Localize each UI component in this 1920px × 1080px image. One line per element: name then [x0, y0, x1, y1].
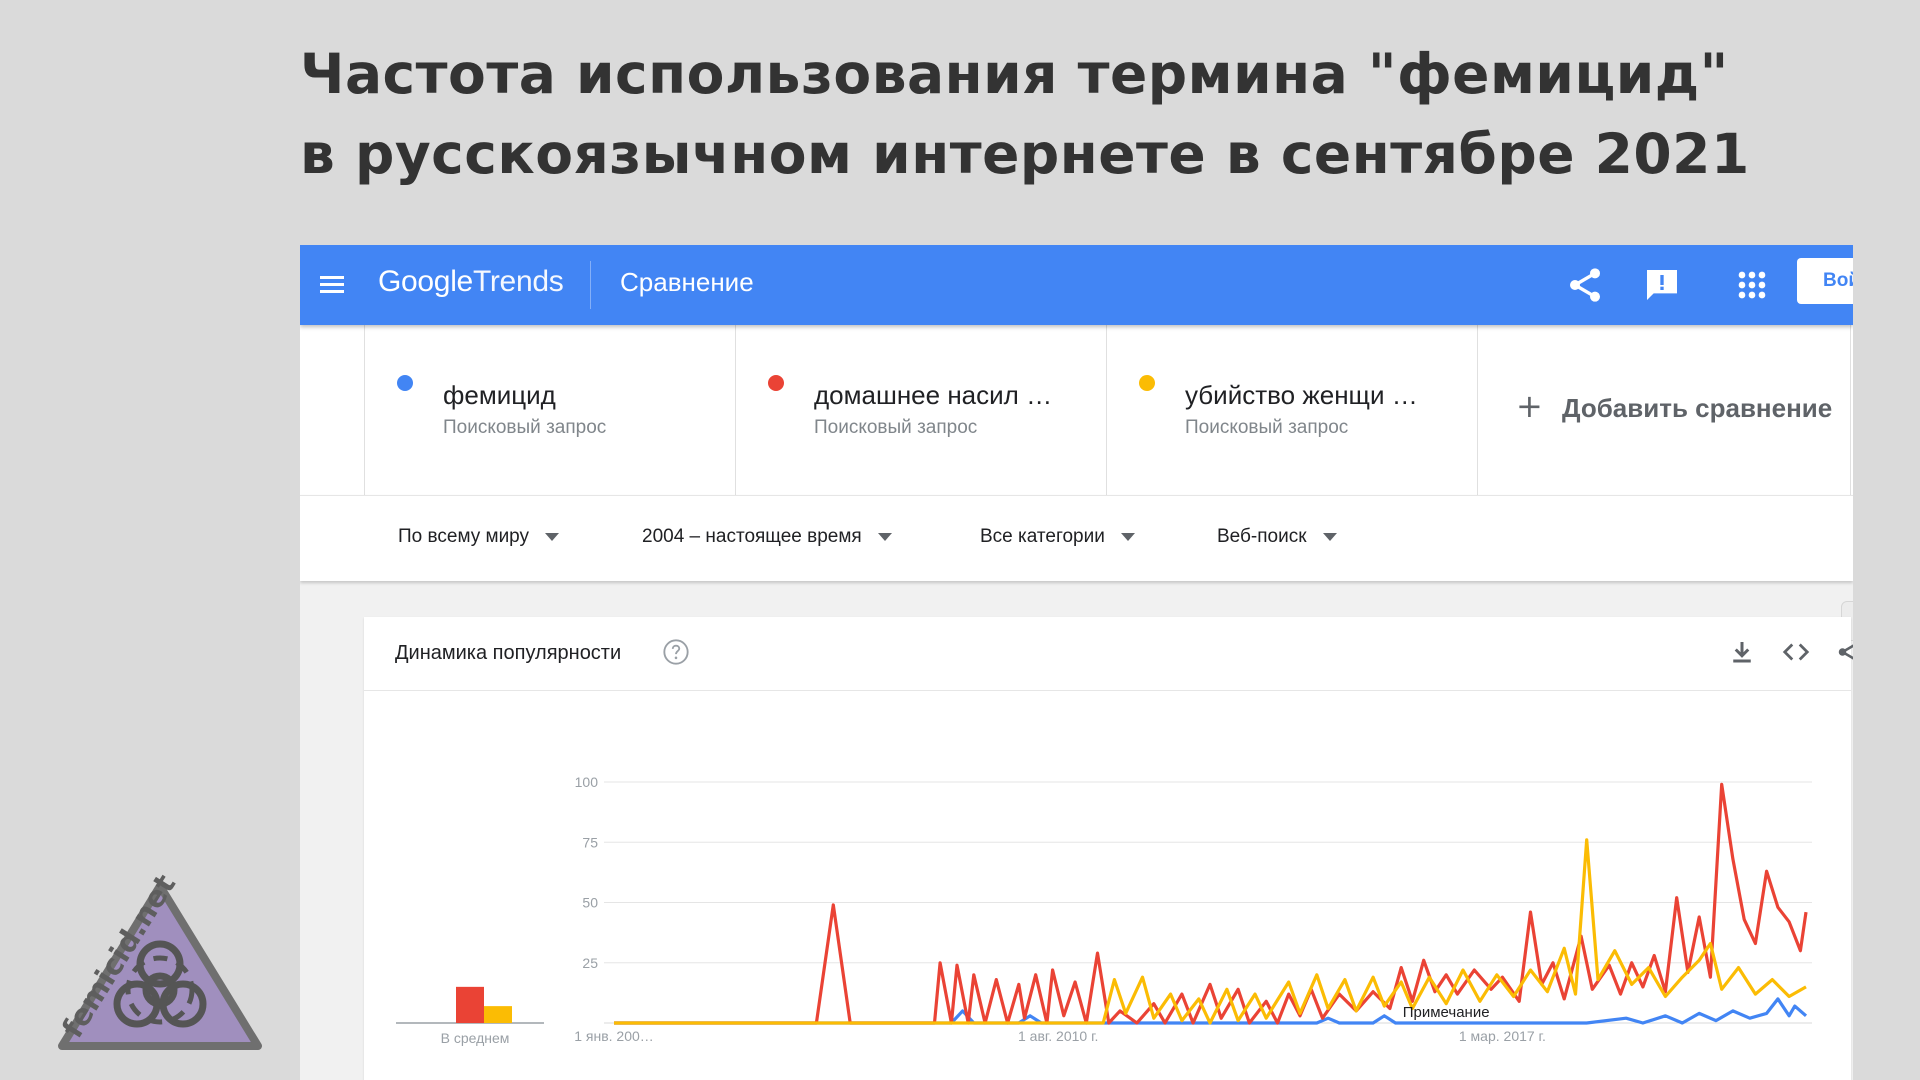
term-type: Поисковый запрос [814, 417, 978, 438]
menu-icon[interactable] [314, 267, 350, 303]
x-tick-label: 1 авг. 2010 г. [1018, 1028, 1098, 1044]
term-color-dot [1139, 375, 1155, 391]
filter-bar: По всему миру 2004 – настоящее время Все… [300, 495, 1853, 581]
feedback-icon[interactable] [1642, 265, 1682, 305]
average-label: В среднем [441, 1030, 510, 1046]
term-name: убийство женщи … [1185, 380, 1418, 410]
apps-icon[interactable] [1732, 265, 1772, 305]
interest-chart: 25 50 75 100 1 янв. 200… 1 авг. 2010 г. 1 мар.… [396, 774, 1812, 1046]
region-select[interactable]: По всему миру [398, 526, 560, 548]
term-type: Поисковый запрос [443, 417, 607, 438]
caret-down-icon [1120, 532, 1135, 541]
add-comparison-button[interactable]: + Добавить сравнение [1477, 325, 1851, 495]
series-line [614, 838, 1807, 1025]
badge-triangle [58, 882, 262, 1050]
term-color-dot [768, 375, 784, 391]
caret-down-icon [1322, 532, 1337, 541]
term-type: Поисковый запрос [1185, 417, 1349, 438]
comparison-terms-bar: фемицид Поисковый запрос домашнее насил … [300, 325, 1853, 495]
average-bar [484, 1006, 512, 1023]
y-tick-label: 75 [582, 834, 598, 850]
caret-down-icon [877, 532, 892, 541]
add-comparison-label: Добавить сравнение [1562, 393, 1833, 423]
y-tick-label: 50 [582, 895, 598, 911]
average-bar [456, 986, 484, 1023]
period-select[interactable]: 2004 – настоящее время [642, 526, 892, 548]
annotation-label: Примечание [1403, 1004, 1490, 1021]
category-select[interactable]: Все категории [980, 526, 1135, 548]
plus-icon: + [1516, 387, 1543, 425]
download-icon[interactable] [1727, 637, 1757, 667]
logo-google-text: Google [378, 265, 473, 298]
logo-trends-text: Trends [472, 265, 564, 298]
headline-line-1: Частота использования термина "фемицид" [300, 42, 1729, 106]
share-icon[interactable] [1835, 637, 1853, 667]
page-title: Сравнение [620, 267, 754, 297]
term-card-2[interactable]: домашнее насил … Поисковый запрос [735, 325, 1106, 495]
search-type-select-value: Веб-поиск [1217, 526, 1307, 547]
google-trends-logo[interactable]: GoogleTrends [378, 265, 564, 299]
interest-over-time-card: Динамика популярности 25 50 75 100 1 янв. 20… [364, 617, 1853, 1080]
term-name: фемицид [443, 380, 556, 410]
femicid-net-badge: femicid.net [55, 868, 262, 1050]
region-select-value: По всему миру [398, 526, 530, 547]
y-tick-label: 100 [575, 774, 599, 790]
sign-in-button[interactable]: Вой [1797, 258, 1853, 304]
top-app-bar: GoogleTrends Сравнение Вой [300, 245, 1853, 325]
search-type-select[interactable]: Веб-поиск [1217, 526, 1337, 548]
headline-line-2: в русскоязычном интернете в сентябре 202… [300, 122, 1750, 186]
period-select-value: 2004 – настоящее время [642, 526, 862, 547]
card-header: Динамика популярности [364, 617, 1853, 691]
biohazard-icon [113, 940, 207, 1028]
term-name: домашнее насил … [814, 380, 1053, 410]
y-tick-label: 25 [582, 955, 598, 971]
term-card-3[interactable]: убийство женщи … Поисковый запрос [1106, 325, 1477, 495]
series-line [614, 997, 1808, 1025]
x-tick-label: 1 янв. 200… [574, 1028, 654, 1044]
embed-icon[interactable] [1781, 637, 1811, 667]
card-title: Динамика популярности [395, 642, 622, 664]
help-icon[interactable] [662, 638, 690, 666]
term-card-1[interactable]: фемицид Поисковый запрос [364, 325, 735, 495]
term-color-dot [397, 375, 413, 391]
share-icon[interactable] [1565, 265, 1605, 305]
google-trends-screenshot: GoogleTrends Сравнение Вой фемицид Поиск… [300, 245, 1853, 1080]
category-select-value: Все категории [980, 526, 1105, 547]
series-line [614, 782, 1808, 1025]
topbar-divider [590, 261, 591, 309]
caret-down-icon [545, 532, 560, 541]
x-tick-label: 1 мар. 2017 г. [1459, 1028, 1546, 1044]
slide-headline: Частота использования термина "фемицид" … [300, 34, 1800, 194]
